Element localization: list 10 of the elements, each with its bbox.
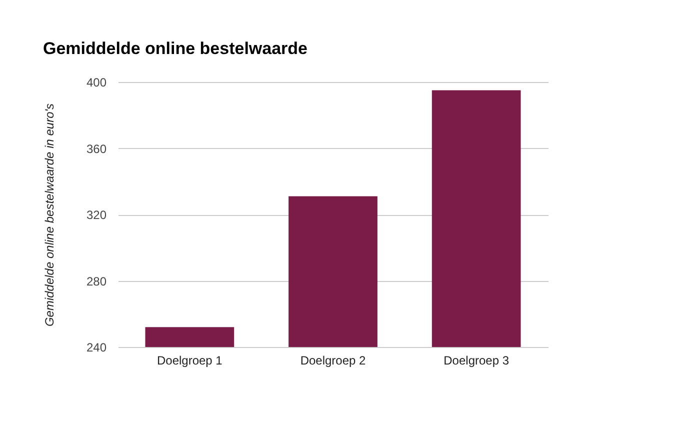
x-tick-label: Doelgroep 2 xyxy=(300,354,366,368)
y-axis-title: Gemiddelde online bestelwaarde in euro's xyxy=(42,103,56,327)
y-tick-label: 360 xyxy=(86,142,107,156)
y-tick-label: 240 xyxy=(86,340,107,354)
chart-title: Gemiddelde online bestelwaarde xyxy=(42,39,308,58)
y-tick-label: 280 xyxy=(86,274,107,288)
x-tick-label: Doelgroep 1 xyxy=(156,354,223,368)
y-tick-label: 400 xyxy=(86,76,107,90)
x-tick-label: Doelgroep 3 xyxy=(444,354,510,368)
y-tick-label: 320 xyxy=(86,208,107,222)
